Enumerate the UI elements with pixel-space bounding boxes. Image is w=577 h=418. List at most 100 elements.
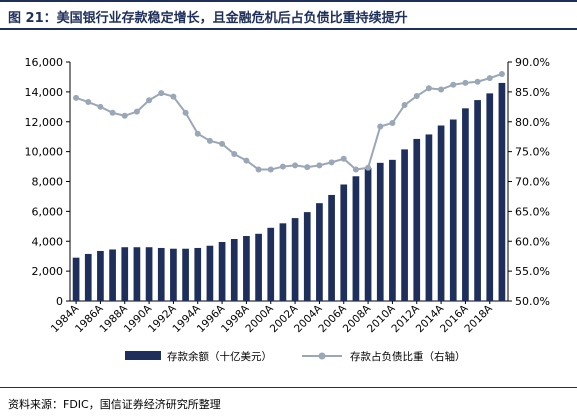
line-point: [462, 79, 469, 86]
bar: [340, 184, 348, 301]
line-point: [206, 137, 213, 144]
y-left-tick-label: 14,000: [25, 86, 64, 99]
bar: [157, 247, 165, 301]
line-point: [340, 155, 347, 162]
line-point: [279, 163, 286, 170]
bar: [462, 108, 469, 302]
bar: [218, 241, 226, 301]
source-note: 资料来源：FDIC，国信证券经济研究所整理: [8, 398, 221, 411]
line-point: [377, 123, 384, 130]
y-left-tick-label: 16,000: [25, 56, 64, 69]
line-point: [365, 164, 372, 171]
bar: [279, 223, 287, 301]
bar: [267, 227, 275, 301]
bar: [243, 236, 250, 301]
bar: [474, 100, 481, 301]
chart: 0 2,000 4,000 6,000 8,000 10,000 12,000 14,000 1…: [25, 56, 550, 363]
x-tick-label: 2018A: [462, 302, 495, 335]
bar: [230, 239, 238, 301]
line-point: [170, 93, 177, 100]
y-right-tick-label: 55.0%: [515, 265, 550, 278]
line-point: [109, 109, 116, 116]
bar: [121, 247, 129, 301]
bar: [328, 194, 335, 301]
legend-bar-swatch: [125, 351, 161, 360]
bar: [170, 248, 177, 301]
bar: [389, 159, 396, 301]
line-point: [85, 99, 92, 106]
line-point: [352, 166, 359, 173]
bar: [109, 249, 116, 301]
bar: [303, 212, 311, 301]
line-point: [304, 164, 311, 171]
bar: [84, 253, 92, 301]
line-point: [389, 119, 396, 126]
line-point: [425, 85, 432, 92]
bar: [486, 93, 494, 302]
bar: [498, 82, 506, 301]
line-point: [97, 103, 104, 110]
line-point: [182, 109, 189, 116]
bar: [145, 247, 153, 301]
line-point: [243, 157, 250, 164]
bar: [364, 168, 372, 301]
y-right-tick-label: 85.0%: [515, 86, 550, 99]
y-right-tick-label: 50.0%: [515, 295, 550, 308]
y-right-tick-label: 60.0%: [515, 235, 550, 248]
bar: [194, 247, 202, 301]
bar: [437, 125, 445, 301]
bar: [449, 119, 457, 302]
y-right-tick-label: 90.0%: [515, 56, 550, 69]
y-left-tick-label: 12,000: [25, 116, 64, 129]
legend-line-marker: [318, 352, 326, 360]
bar: [206, 245, 214, 301]
line-point: [438, 86, 445, 93]
y-right-tick-label: 70.0%: [515, 176, 550, 189]
y-right-tick-label: 65.0%: [515, 205, 550, 218]
y-left-tick-label: 6,000: [32, 205, 64, 218]
bar: [401, 149, 408, 301]
y-left-tick-label: 0: [56, 295, 63, 308]
y-left-tick-label: 4,000: [32, 235, 64, 248]
line-point: [413, 93, 420, 100]
figure-title: 图 21：美国银行业存款稳定增长，且金融危机后占负债比重持续提升: [8, 11, 408, 26]
line-point: [255, 166, 262, 173]
bar: [133, 247, 141, 301]
y-left-tick-label: 2,000: [32, 265, 64, 278]
bar: [255, 233, 262, 301]
y-left-tick-label: 10,000: [25, 146, 64, 159]
title-bar: 图 21：美国银行业存款稳定增长，且金融危机后占负债比重持续提升: [0, 0, 577, 30]
line-point: [194, 130, 201, 137]
bar: [316, 203, 323, 301]
line-point: [328, 159, 335, 166]
line-point: [133, 108, 140, 115]
line-point: [231, 151, 238, 158]
line-point: [219, 140, 226, 147]
line-point: [73, 94, 80, 101]
bar: [291, 218, 299, 301]
legend-line-label: 存款占负债比重（右轴）: [350, 350, 466, 363]
line-point: [316, 162, 323, 169]
line-point: [486, 75, 493, 82]
line-point: [292, 162, 299, 169]
line-point: [401, 102, 408, 109]
bar: [425, 134, 433, 301]
legend-bar-label: 存款余额（十亿美元）: [167, 350, 272, 363]
y-left-tick-label: 8,000: [32, 176, 64, 189]
line-point: [158, 90, 165, 97]
line-point: [450, 81, 457, 88]
y-right-tick-label: 75.0%: [515, 146, 550, 159]
line-point: [498, 70, 505, 77]
bar: [182, 248, 189, 301]
bar: [413, 138, 421, 301]
bar: [72, 257, 80, 301]
line-point: [267, 166, 274, 173]
line-point: [121, 112, 128, 119]
bar: [376, 162, 384, 301]
divider: [0, 387, 577, 388]
bar: [352, 176, 360, 301]
line-point: [474, 78, 481, 85]
line-point: [146, 97, 153, 104]
bar: [97, 250, 104, 301]
y-right-tick-label: 80.0%: [515, 116, 550, 129]
